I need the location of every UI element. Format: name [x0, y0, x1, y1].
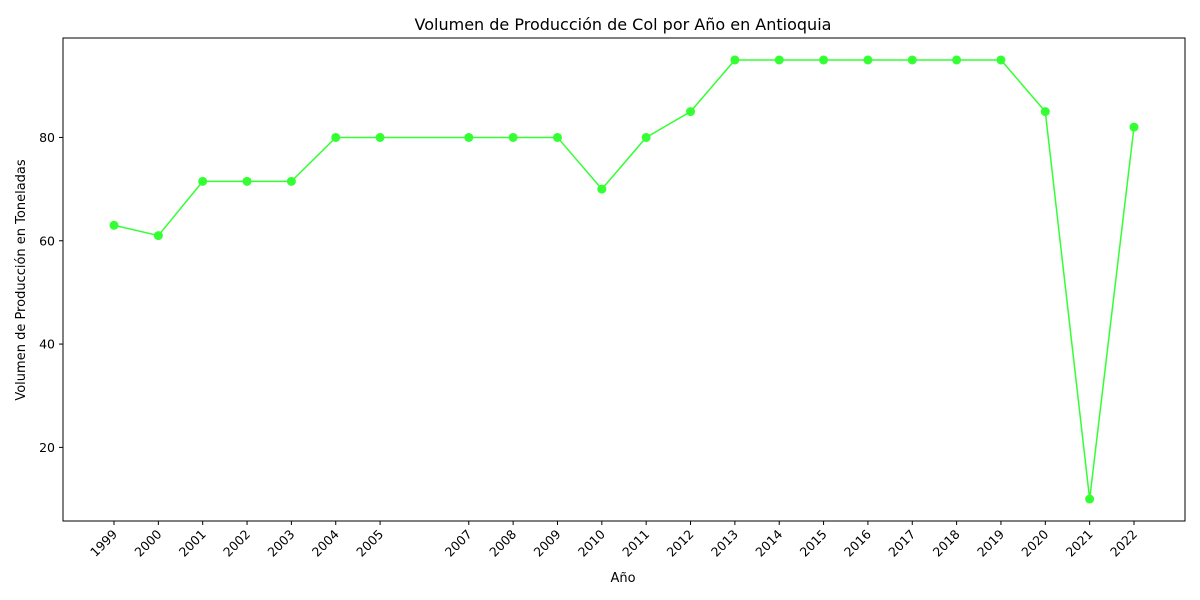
x-tick-label: 2016: [841, 526, 874, 559]
x-tick-label: 2019: [974, 526, 1007, 559]
x-tick-label: 2008: [486, 526, 519, 559]
data-point: [730, 55, 740, 65]
data-point: [242, 176, 252, 186]
data-point: [1040, 107, 1050, 117]
data-point: [1129, 122, 1139, 132]
x-tick-label: 2017: [885, 527, 918, 560]
x-tick-label: 2015: [797, 527, 830, 560]
x-tick-label: 2007: [442, 527, 475, 560]
data-point: [1085, 494, 1095, 504]
data-point: [686, 107, 696, 117]
x-tick-label: 2011: [619, 527, 652, 560]
data-point: [819, 55, 829, 65]
x-tick-label: 2002: [220, 527, 253, 560]
data-point: [109, 220, 119, 230]
data-point: [286, 176, 296, 186]
x-tick-label: 2020: [1018, 526, 1051, 559]
plot-frame: [62, 37, 1186, 522]
data-point: [331, 132, 341, 142]
data-point: [952, 55, 962, 65]
data-point: [464, 132, 474, 142]
data-point: [907, 55, 917, 65]
x-tick-label: 2010: [575, 526, 608, 559]
x-tick-label: 1999: [87, 526, 120, 559]
data-point: [774, 55, 784, 65]
data-point: [641, 132, 651, 142]
data-point: [552, 132, 562, 142]
x-tick-label: 2022: [1107, 527, 1140, 560]
y-axis: 20 40 60 80: [39, 130, 63, 455]
x-tick-label: 2014: [752, 526, 785, 559]
data-point: [375, 132, 385, 142]
series-layer: [109, 55, 1139, 504]
series-line: [113, 59, 1135, 500]
x-axis: 1999 2000 2001 2002 2003 2004 2005 2007 2008 2009…: [87, 521, 1140, 560]
data-point: [597, 184, 607, 194]
x-tick-label: 2000: [131, 526, 164, 559]
x-tick-label: 2005: [353, 527, 386, 560]
x-tick-label: 2004: [309, 526, 342, 559]
y-tick-label: 60: [39, 233, 55, 248]
x-tick-label: 2001: [176, 527, 209, 560]
x-tick-label: 2003: [264, 527, 297, 560]
data-point: [198, 176, 208, 186]
chart-title: Volumen de Producción de Col por Año en …: [415, 15, 832, 34]
data-point: [508, 132, 518, 142]
x-tick-label: 2018: [930, 526, 963, 559]
y-tick-label: 20: [39, 440, 55, 455]
data-point: [153, 231, 163, 241]
x-tick-label: 2012: [664, 527, 697, 560]
data-point: [863, 55, 873, 65]
y-axis-label: Volumen de Producción en Toneladas: [14, 159, 29, 401]
x-tick-label: 2009: [530, 526, 563, 559]
y-tick-label: 80: [39, 130, 55, 145]
y-tick-label: 40: [39, 337, 55, 352]
x-axis-label: Año: [610, 571, 635, 586]
x-tick-label: 2013: [708, 527, 741, 560]
x-tick-label: 2021: [1063, 527, 1096, 560]
data-point: [996, 55, 1006, 65]
